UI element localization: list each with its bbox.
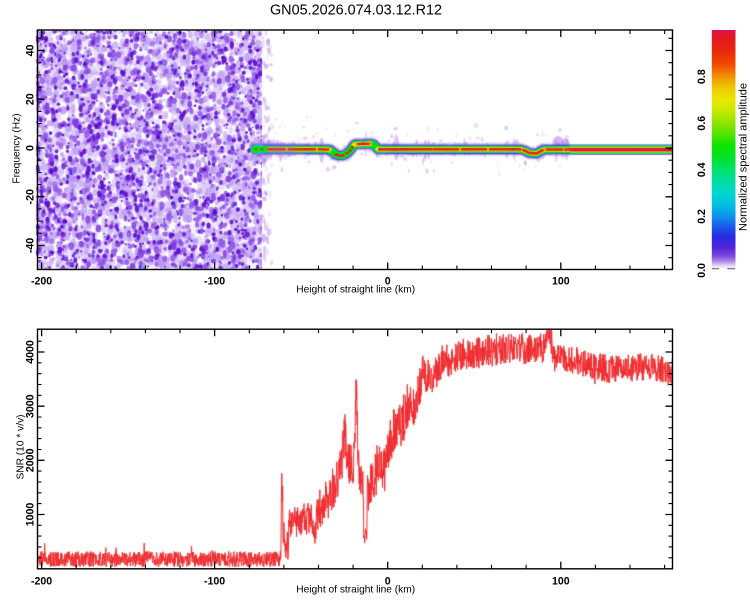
- svg-text:GN05.2026.074.03.12.R12: GN05.2026.074.03.12.R12: [270, 2, 442, 18]
- svg-text:-200: -200: [31, 276, 52, 288]
- svg-text:0.2: 0.2: [696, 209, 708, 224]
- svg-text:-100: -100: [204, 576, 225, 588]
- svg-text:-40: -40: [25, 238, 37, 253]
- svg-text:-100: -100: [204, 276, 225, 288]
- svg-text:1000: 1000: [25, 503, 37, 527]
- svg-text:100: 100: [552, 276, 570, 288]
- svg-text:3000: 3000: [25, 394, 37, 418]
- svg-text:40: 40: [25, 45, 37, 57]
- svg-text:4000: 4000: [25, 340, 37, 364]
- svg-text:0: 0: [25, 145, 37, 151]
- svg-text:-200: -200: [31, 576, 52, 588]
- svg-text:0.6: 0.6: [696, 116, 708, 131]
- svg-text:0.0: 0.0: [696, 263, 708, 278]
- svg-text:20: 20: [25, 93, 37, 105]
- svg-text:0.4: 0.4: [696, 162, 708, 177]
- svg-text:Frequency (Hz): Frequency (Hz): [11, 113, 22, 183]
- svg-text:SNR (10 * v/v): SNR (10 * v/v): [16, 414, 27, 479]
- svg-text:-20: -20: [25, 189, 37, 204]
- svg-text:0.8: 0.8: [696, 69, 708, 84]
- svg-text:2000: 2000: [25, 448, 37, 472]
- svg-text:0: 0: [385, 576, 391, 588]
- svg-text:Normalized spectral amplitude: Normalized spectral amplitude: [738, 83, 750, 231]
- svg-text:100: 100: [552, 576, 570, 588]
- svg-text:Height of straight line (km): Height of straight line (km): [296, 285, 415, 296]
- svg-text:0: 0: [385, 276, 391, 288]
- svg-text:Height of straight line (km): Height of straight line (km): [296, 585, 415, 596]
